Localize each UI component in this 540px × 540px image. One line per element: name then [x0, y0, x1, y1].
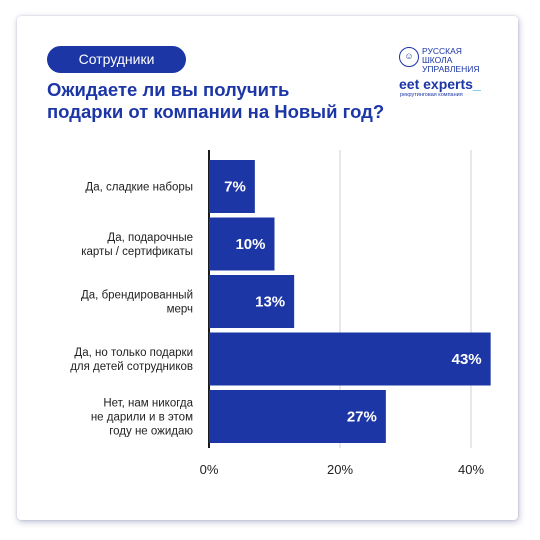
bar-value-label-2: 13% — [255, 294, 285, 311]
category-label-2-1: мерч — [167, 304, 193, 316]
x-tick-label-0: 0% — [200, 462, 219, 477]
bar-3 — [209, 332, 491, 386]
chart-title-line-2: подарки от компании на Новый год? — [47, 101, 385, 122]
bar-0 — [209, 160, 255, 213]
category-label-4-1: не дарили и в этом — [91, 412, 193, 424]
category-label-3-1: для детей сотрудников — [70, 361, 193, 373]
school-emblem-icon: ☺ — [399, 47, 419, 67]
x-tick-label-2: 40% — [458, 462, 484, 477]
brand-subtitle: рекрутинговая компания — [400, 92, 463, 98]
bar-4 — [209, 390, 386, 443]
brand-name: eet experts_ — [399, 76, 481, 92]
chart-title-line-1: Ожидаете ли вы получить — [47, 79, 290, 100]
category-label-3-0: Да, но только подарки — [74, 347, 193, 359]
bar-value-label-1: 10% — [235, 236, 265, 253]
x-tick-label-1: 20% — [327, 462, 353, 477]
category-label-2-0: Да, брендированный — [81, 290, 193, 302]
category-label-1-1: карты / сертификаты — [81, 246, 193, 258]
bar-value-label-4: 27% — [347, 409, 377, 426]
category-label-0-0: Да, сладкие наборы — [85, 182, 193, 194]
bar-value-label-3: 43% — [452, 351, 482, 368]
school-name: РУССКАЯ ШКОЛА УПРАВЛЕНИЯ — [422, 46, 480, 74]
bar-2 — [209, 275, 295, 328]
company-logo: ☺ РУССКАЯ ШКОЛА УПРАВЛЕНИЯ eet experts_ … — [399, 46, 499, 98]
category-tag: Сотрудники — [47, 46, 186, 73]
chart-title: Ожидаете ли вы получить подарки от компа… — [47, 79, 387, 123]
bar-value-label-0: 7% — [224, 179, 246, 196]
category-label-4-2: году не ожидаю — [109, 426, 193, 438]
category-label-4-0: Нет, нам никогда — [103, 398, 193, 410]
bar-1 — [209, 217, 275, 271]
category-label-1-0: Да, подарочные — [107, 232, 193, 244]
